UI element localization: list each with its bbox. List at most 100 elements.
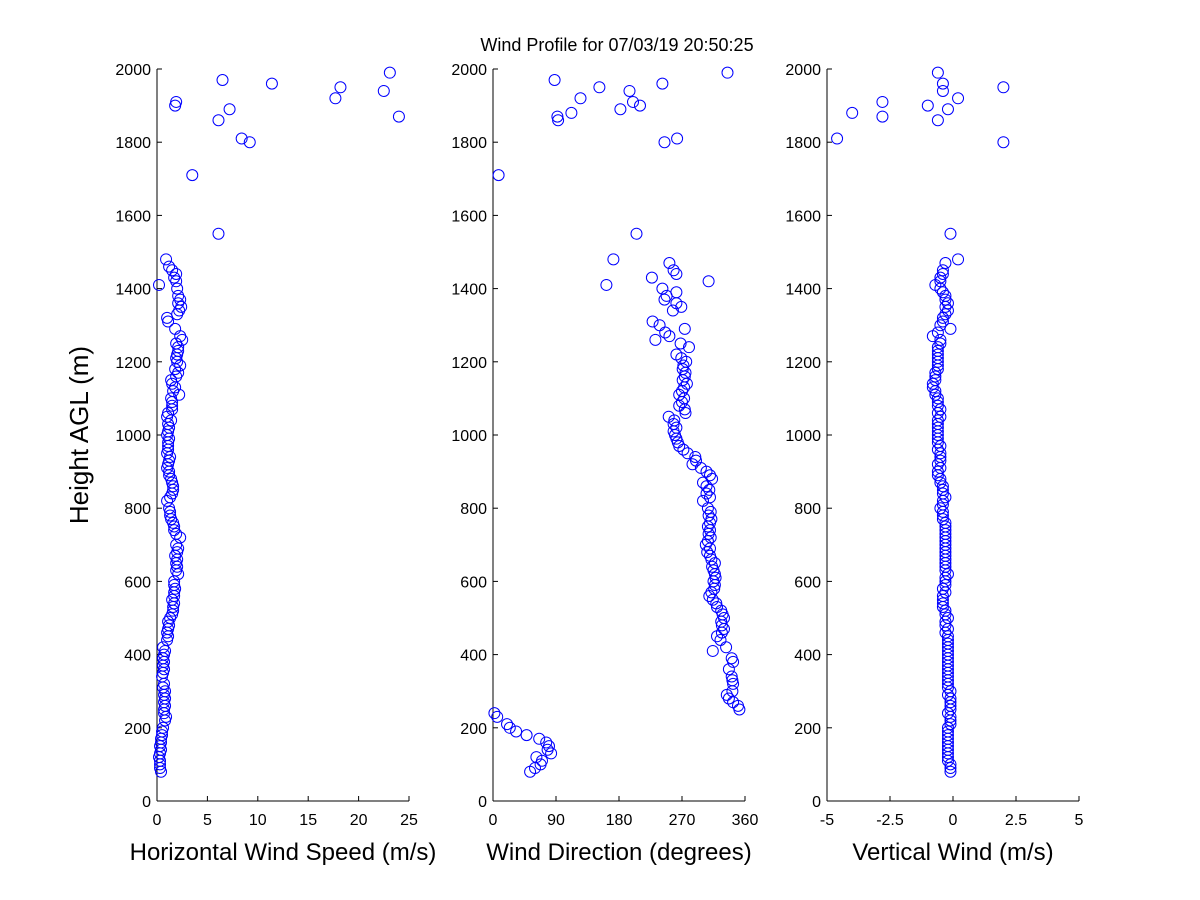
data-point-vertical [936, 84, 949, 97]
data-point-speed [163, 502, 176, 515]
y-tick-label: 1000 [451, 428, 487, 445]
y-tick-label: 0 [478, 794, 487, 811]
data-point-vertical [941, 297, 954, 310]
data-point-speed [172, 344, 185, 357]
data-point-speed [216, 73, 229, 86]
data-point-vertical [941, 729, 954, 742]
data-point-direction [492, 169, 505, 182]
data-point-direction [670, 421, 683, 434]
data-point-speed [166, 264, 179, 277]
data-point-vertical [936, 590, 949, 603]
data-point-direction [697, 494, 709, 507]
data-point-direction [702, 275, 715, 288]
wind-direction-panel: 0 200 400 600 800 1000 1200 1400 1600 1800 2000 0 90… [451, 62, 758, 866]
x-tick-label: 0 [153, 812, 162, 829]
data-point-direction [662, 410, 675, 423]
data-point-vertical [934, 454, 947, 467]
data-point-vertical [941, 725, 954, 738]
horizontal-wind-speed-panel: 0 200 400 600 800 1000 1200 1400 1600 1800 2000 0 5 1… [115, 62, 436, 866]
data-point-direction [552, 114, 565, 127]
x-tick-label: 0 [489, 812, 498, 829]
data-point-vertical [944, 718, 957, 731]
data-point-vertical [941, 622, 954, 635]
x-tick-label: 15 [299, 812, 317, 829]
data-point-vertical [929, 388, 942, 401]
data-point-direction [704, 469, 716, 482]
data-point-vertical [944, 762, 957, 775]
data-point-speed [157, 652, 170, 665]
data-point-vertical [931, 458, 944, 471]
data-point-direction [680, 355, 693, 368]
data-point-direction [706, 644, 719, 657]
data-point-direction [540, 736, 553, 749]
data-point-direction [721, 66, 734, 79]
data-point-speed [172, 289, 185, 302]
data-point-vertical [936, 513, 949, 526]
data-point-vertical [939, 608, 952, 621]
data-point-speed [173, 388, 186, 401]
data-point-speed [235, 132, 248, 145]
data-point-speed [161, 494, 174, 507]
data-point-vertical [936, 267, 949, 280]
data-point-vertical [926, 381, 939, 394]
data-point-vertical [934, 337, 947, 350]
data-point-direction [710, 597, 723, 610]
data-point-direction [722, 663, 735, 676]
data-point-direction [683, 341, 695, 354]
y-tick-label: 1600 [785, 208, 821, 225]
y-tick-label: 1000 [785, 428, 821, 445]
data-point-speed [161, 311, 174, 324]
x-axis-label-vertical: Vertical Wind (m/s) [852, 839, 1053, 866]
data-point-direction [623, 84, 636, 97]
data-point-direction [488, 707, 501, 720]
data-point-direction [551, 110, 564, 123]
data-point-speed [174, 359, 187, 372]
data-point-direction [702, 509, 715, 522]
data-point-vertical [931, 348, 944, 361]
data-point-speed [157, 721, 170, 734]
data-point-direction [673, 388, 686, 401]
data-point-vertical [926, 377, 939, 390]
data-point-direction [630, 227, 643, 240]
data-point-vertical [876, 95, 889, 108]
x-tick-label: 0 [949, 812, 958, 829]
data-point-direction [703, 483, 716, 496]
data-point-speed [334, 81, 347, 94]
data-point-direction [725, 670, 738, 683]
data-point-direction [663, 256, 676, 269]
data-point-direction [645, 271, 658, 284]
y-tick-label: 1200 [115, 355, 151, 372]
data-point-vertical [931, 326, 944, 339]
data-point-vertical [997, 81, 1010, 94]
data-point-direction [700, 487, 713, 500]
data-point-speed [383, 66, 396, 79]
data-point-direction [722, 692, 735, 705]
x-tick-label: 5 [1075, 812, 1084, 829]
y-tick-label: 200 [794, 721, 821, 738]
data-point-direction [614, 103, 627, 116]
data-point-vertical [931, 414, 944, 427]
y-tick-label: 1400 [451, 282, 487, 299]
data-point-direction [670, 286, 683, 299]
data-point-vertical [936, 487, 949, 500]
data-point-speed [169, 99, 182, 112]
data-point-vertical [929, 366, 942, 379]
data-point-vertical [939, 491, 952, 504]
data-point-vertical [929, 370, 942, 383]
data-point-vertical [944, 758, 957, 771]
data-point-vertical [936, 286, 949, 299]
y-tick-label: 2000 [451, 62, 487, 79]
data-point-direction [705, 586, 718, 599]
data-point-vertical [934, 319, 947, 332]
y-tick-label: 1400 [785, 282, 821, 299]
y-tick-label: 1800 [451, 135, 487, 152]
data-point-direction [675, 352, 688, 365]
x-tick-label: -5 [820, 812, 834, 829]
data-point-vertical [934, 476, 947, 489]
data-point-direction [727, 677, 740, 690]
data-point-direction [726, 674, 739, 687]
data-point-speed [170, 95, 183, 108]
data-point-vertical [944, 692, 957, 705]
data-point-speed [168, 579, 181, 592]
data-point-direction [530, 751, 543, 764]
